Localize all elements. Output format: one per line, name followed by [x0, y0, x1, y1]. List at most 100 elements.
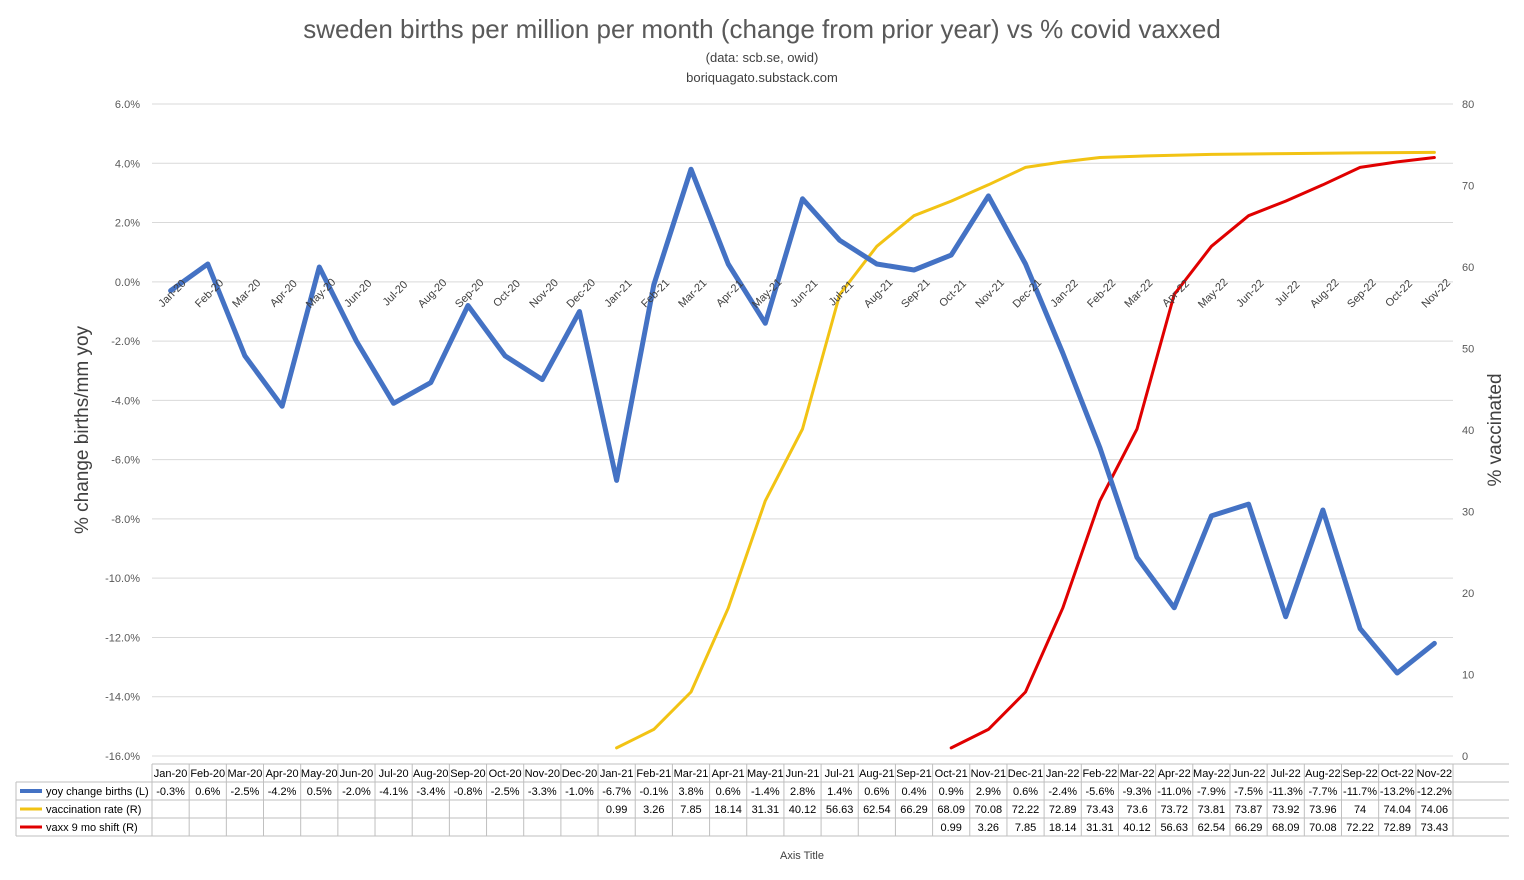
data-point — [504, 355, 506, 357]
data-point — [690, 691, 692, 693]
data-point — [1099, 157, 1101, 159]
table-value-cell: -2.5% — [231, 786, 260, 798]
table-value-cell: 0.6% — [716, 786, 741, 798]
y-tick-label: -14.0% — [105, 692, 140, 704]
table-value-cell: -5.6% — [1085, 786, 1114, 798]
table-header-cell: Jun-22 — [1232, 768, 1266, 780]
right-axis-ticks: 80 70 60 50 40 30 20 10 0 — [1462, 99, 1474, 763]
data-point — [913, 269, 915, 271]
data-point — [207, 263, 209, 265]
data-point — [987, 195, 989, 197]
data-point — [1136, 556, 1138, 558]
data-point — [727, 607, 729, 609]
y-tick-label: 0.0% — [115, 277, 140, 289]
table-header-cell: Oct-22 — [1381, 768, 1414, 780]
data-point — [1285, 153, 1287, 155]
x-axis-title: Axis Title — [780, 850, 824, 862]
data-point — [1433, 157, 1435, 159]
data-point — [1025, 166, 1027, 168]
data-point — [1285, 200, 1287, 202]
y-tick-label: -8.0% — [111, 514, 140, 526]
table-value-cell: 31.31 — [752, 804, 780, 816]
table-header-cell: Feb-21 — [636, 768, 671, 780]
legend-entry: vaxx 9 mo shift (R) — [46, 822, 138, 834]
table-header-cell: Jan-20 — [154, 768, 188, 780]
table-value-cell: -2.5% — [491, 786, 520, 798]
table-header-cell: Jul-21 — [825, 768, 855, 780]
data-point — [876, 245, 878, 247]
y-tick-label: -10.0% — [105, 573, 140, 585]
data-point — [653, 728, 655, 730]
chart-title: sweden births per million per month (cha… — [303, 14, 1221, 44]
data-point — [839, 239, 841, 241]
table-value-cell: 7.85 — [680, 804, 701, 816]
data-point — [653, 284, 655, 286]
table-header-cell: Dec-21 — [1008, 768, 1043, 780]
table-value-cell: 73.87 — [1235, 804, 1263, 816]
data-point — [1248, 503, 1250, 505]
table-value-cell: 3.26 — [643, 804, 664, 816]
table-value-cell: 73.81 — [1198, 804, 1226, 816]
data-point — [839, 293, 841, 295]
data-point — [355, 340, 357, 342]
data-point — [1136, 155, 1138, 157]
data-point — [1099, 447, 1101, 449]
y2-tick-label: 40 — [1462, 425, 1474, 437]
y2-tick-label: 50 — [1462, 344, 1474, 356]
data-point — [393, 402, 395, 404]
table-value-cell: 73.96 — [1309, 804, 1337, 816]
data-point — [950, 747, 952, 749]
table-value-cell: -3.3% — [528, 786, 557, 798]
data-point — [950, 254, 952, 256]
table-header-cell: Jan-22 — [1046, 768, 1080, 780]
data-point — [727, 263, 729, 265]
table-value-cell: 56.63 — [826, 804, 854, 816]
left-axis-ticks: 6.0% 4.0% 2.0% 0.0% -2.0% -4.0% -6.0% -8.0% -10.… — [105, 99, 140, 763]
table-value-cell: 68.09 — [1272, 822, 1300, 834]
table-value-cell: 7.85 — [1015, 822, 1036, 834]
data-point — [950, 200, 952, 202]
table-value-cell: 0.4% — [901, 786, 926, 798]
table-header-cell: Aug-22 — [1305, 768, 1340, 780]
table-value-cell: -2.4% — [1048, 786, 1077, 798]
table-value-cell: 18.14 — [714, 804, 742, 816]
y2-tick-label: 60 — [1462, 262, 1474, 274]
data-point — [616, 479, 618, 481]
data-point — [1248, 153, 1250, 155]
data-point — [802, 428, 803, 430]
table-header-cell: Feb-20 — [190, 768, 225, 780]
y2-tick-label: 10 — [1462, 670, 1474, 682]
data-point — [1025, 691, 1027, 693]
table-value-cell: -1.0% — [565, 786, 594, 798]
table-value-cell: 62.54 — [863, 804, 891, 816]
table-header-cell: Apr-21 — [712, 768, 745, 780]
data-point — [764, 322, 766, 324]
table-value-cell: -11.0% — [1157, 786, 1191, 798]
table-value-cell: 3.8% — [678, 786, 703, 798]
legend-entry: vaccination rate (R) — [46, 804, 141, 816]
table-header-cell: Sep-20 — [450, 768, 485, 780]
table-value-cell: 72.89 — [1383, 822, 1411, 834]
y-tick-label: 2.0% — [115, 218, 140, 230]
table-value-cell: -6.7% — [602, 786, 631, 798]
data-point — [1136, 428, 1138, 430]
table-value-cell: 2.8% — [790, 786, 815, 798]
data-point — [987, 184, 989, 186]
data-point — [1359, 166, 1361, 168]
table-value-cell: 18.14 — [1049, 822, 1077, 834]
table-header-cell: Jul-20 — [379, 768, 409, 780]
data-point — [1359, 152, 1361, 154]
y2-tick-label: 80 — [1462, 99, 1474, 111]
y-tick-label: 4.0% — [115, 158, 140, 170]
table-value-cell: 0.6% — [1013, 786, 1038, 798]
table-value-cell: 73.6 — [1126, 804, 1147, 816]
table-value-cell: -0.1% — [639, 786, 668, 798]
data-point — [318, 266, 320, 268]
y-tick-label: -2.0% — [111, 336, 140, 348]
table-value-cell: 40.12 — [1123, 822, 1151, 834]
table-value-cell: -2.0% — [342, 786, 371, 798]
y-tick-label: 6.0% — [115, 99, 140, 111]
chart-subtitle: (data: scb.se, owid) — [706, 50, 819, 65]
data-point — [987, 728, 989, 730]
